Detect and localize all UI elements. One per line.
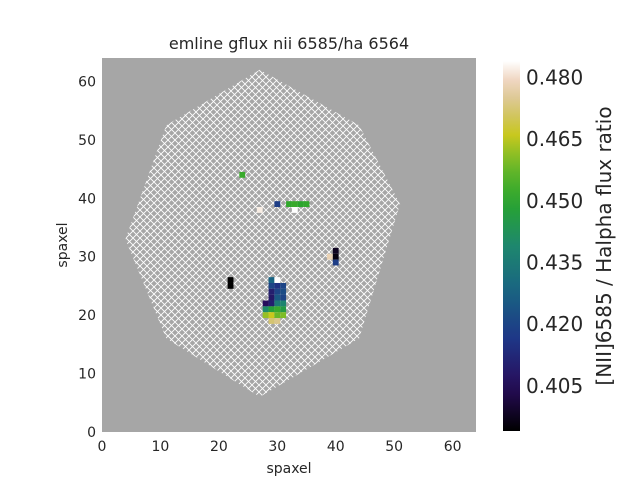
data-cell [262,300,269,307]
colorbar-tick-label: 0.435 [526,250,583,274]
colorbar-tick-label: 0.450 [526,189,583,213]
data-cell [227,277,234,283]
x-tick-label: 20 [210,439,228,455]
x-tick-label: 40 [327,439,345,455]
data-cell [274,277,281,283]
data-cell [280,300,287,307]
data-cell [280,306,287,313]
data-cell [274,288,281,295]
data-cell [274,300,281,307]
data-cell [268,282,275,289]
y-tick-label: 40 [78,191,96,207]
x-tick-label: 60 [444,439,462,455]
y-tick-label: 50 [78,133,96,149]
data-cell [256,207,263,213]
data-cell [268,318,275,324]
chart-title: emline gflux nii 6585/ha 6564 [169,34,409,53]
colorbar-ticks: 0.405 0.420 0.435 0.450 0.465 0.480 [526,65,583,397]
data-cell [274,201,281,208]
data-cell [291,207,298,213]
y-tick-label: 10 [78,367,96,383]
data-cell [268,306,275,313]
data-cell [291,201,298,208]
data-cell [280,282,287,289]
data-cell [262,312,269,319]
data-cell [274,282,281,289]
data-cell [268,288,275,295]
data-cell [239,171,246,178]
data-cell [262,306,269,313]
colorbar-tick-label: 0.480 [526,65,583,89]
x-axis-ticks: 0 10 20 30 40 50 60 [98,439,462,455]
y-tick-label: 60 [78,74,96,90]
colorbar-label: [NII]6585 / Halpha flux ratio [592,106,616,385]
data-cell [280,294,287,301]
y-tick-label: 20 [78,308,96,324]
data-cell [286,201,292,208]
y-tick-label: 30 [78,250,96,266]
data-cell [274,312,281,319]
data-cell [326,253,333,260]
data-cell [303,201,310,208]
x-axis-label: spaxel [266,461,311,477]
data-cell [332,253,339,260]
colorbar-strip [503,61,520,431]
hexagon-hatch [125,69,401,397]
data-cell [268,277,275,283]
data-cell [332,259,339,266]
data-cells [227,171,339,324]
colorbar-tick-label: 0.405 [526,374,583,398]
colorbar-tick-label: 0.420 [526,312,583,336]
plot-area [102,58,476,432]
x-tick-label: 10 [152,439,170,455]
data-cell [274,306,281,313]
data-cell [280,288,287,295]
colorbar-tick-label: 0.465 [526,127,583,151]
data-cell [227,282,234,289]
colorbar: 0.405 0.420 0.435 0.450 0.465 0.480 [NII]6585… [503,61,616,431]
data-cell [268,294,275,301]
y-axis-label: spaxel [55,222,71,267]
data-cell [332,247,339,254]
data-cell [274,294,281,301]
y-tick-label: 0 [87,425,96,441]
x-tick-label: 0 [98,439,107,455]
data-cell [274,318,281,324]
y-axis-ticks: 0 10 20 30 40 50 60 [78,74,96,441]
data-cell [268,312,275,319]
data-cell [297,201,304,208]
data-cell [280,312,287,319]
x-tick-label: 50 [385,439,403,455]
x-tick-label: 30 [268,439,286,455]
data-cell [268,300,275,307]
